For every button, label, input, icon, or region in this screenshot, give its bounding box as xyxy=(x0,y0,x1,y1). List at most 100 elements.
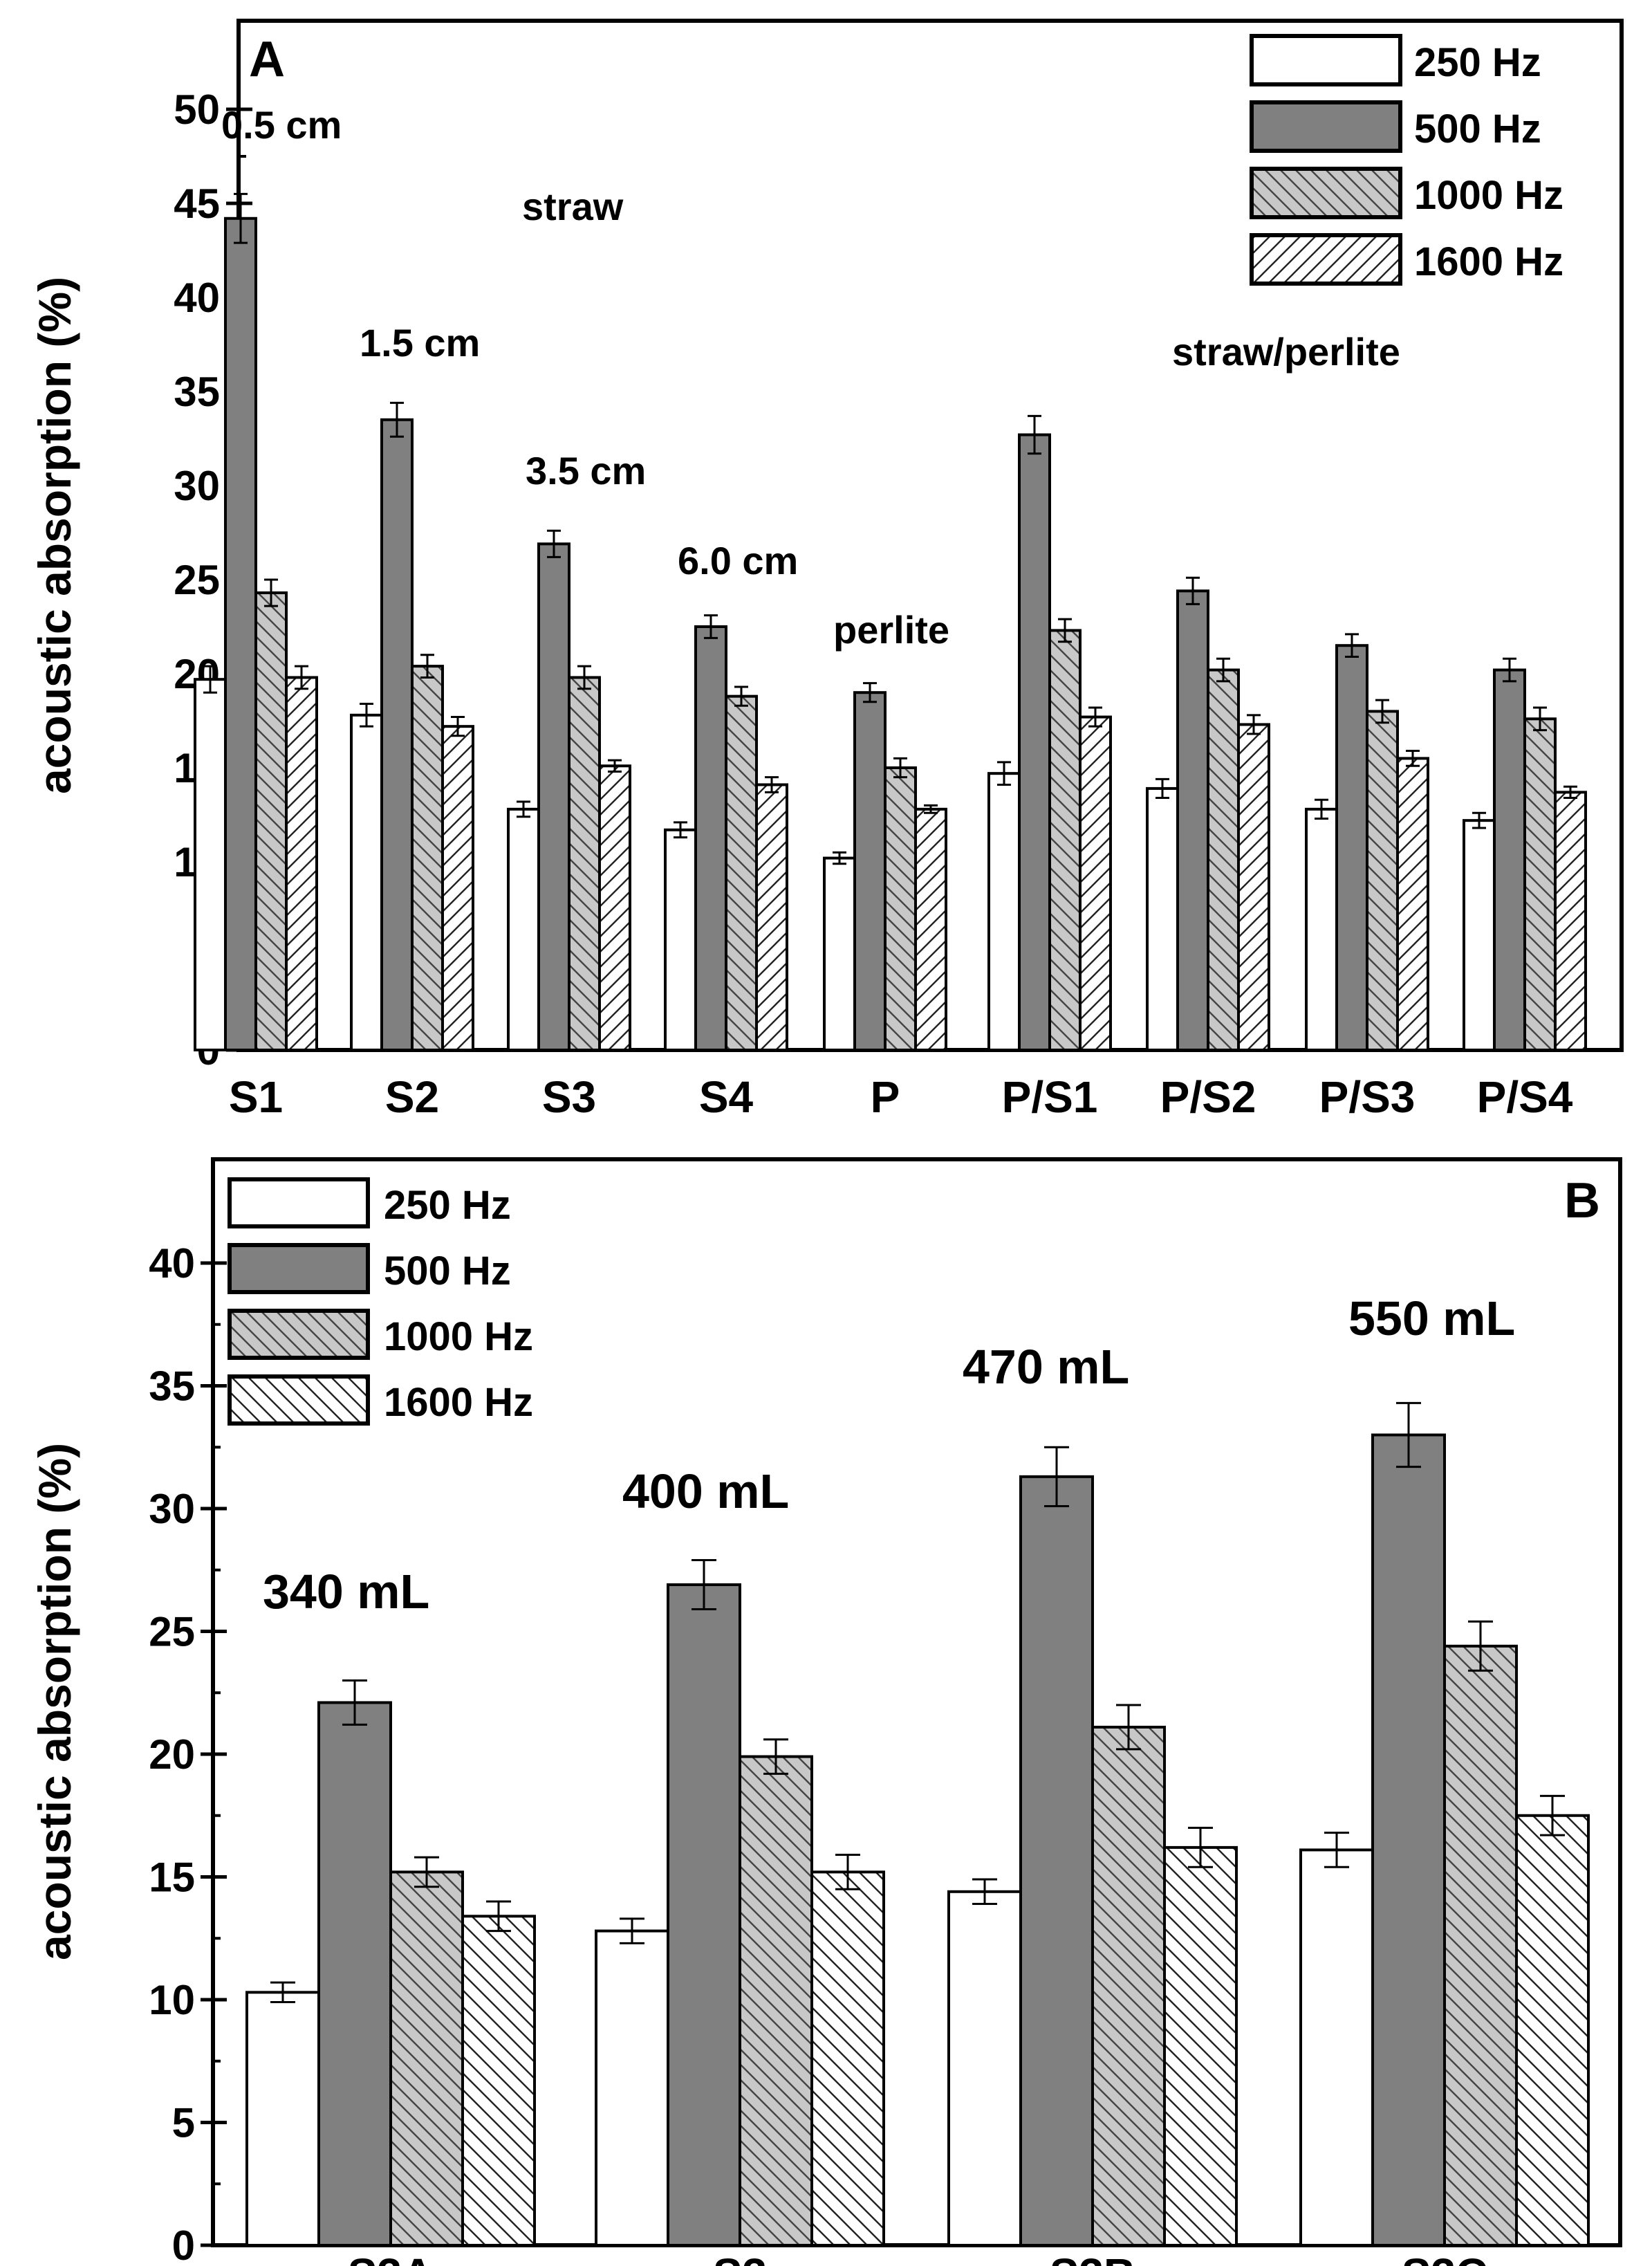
bar-s3b-1600-hz xyxy=(1163,1845,1238,2247)
legend-item-1000hz: 1000 Hz xyxy=(1250,167,1563,219)
bar-p-1000-hz xyxy=(884,766,917,1051)
bar-p-s1-1600-hz xyxy=(1079,715,1112,1052)
panel-a-category-label-s4: S4 xyxy=(699,1072,754,1122)
bar-p-s2-1600-hz xyxy=(1237,723,1270,1051)
panel-b-y-tick-label: 25 xyxy=(149,1609,195,1655)
bar-s3a-1600-hz xyxy=(461,1915,536,2247)
panel-a-category-label-s2: S2 xyxy=(385,1072,439,1122)
bar-p-s3-1600-hz xyxy=(1396,757,1429,1052)
panel-b-y-tick-label: 15 xyxy=(149,1854,195,1901)
legend-b-swatch-500hz xyxy=(228,1243,370,1294)
panel-b-category-label-s3b: S3B xyxy=(1050,2249,1136,2266)
bar-p-s2-500-hz xyxy=(1176,589,1209,1051)
annotation-straw: straw xyxy=(522,185,624,228)
annotation-0-5-cm: 0.5 cm xyxy=(221,103,342,147)
panel-b-letter: B xyxy=(1564,1173,1600,1228)
panel-b-y-ticks: 0 5 10 15 20 25 30 35 40 xyxy=(149,1240,1447,2266)
bar-p-s4-250-hz xyxy=(1463,819,1496,1052)
bar-s4-500-hz xyxy=(694,625,727,1051)
bar-s3-500-hz xyxy=(667,1583,741,2247)
bar-s2-1000-hz xyxy=(411,665,444,1051)
legend-label-500hz: 500 Hz xyxy=(1414,107,1541,151)
bar-s3-500-hz xyxy=(537,542,570,1051)
annotation-340-ml: 340 mL xyxy=(263,1565,429,1619)
panel-b-bars xyxy=(245,1401,1590,2247)
panel-a-y-tick-label: 25 xyxy=(174,557,220,603)
bar-s3c-1000-hz xyxy=(1443,1644,1518,2247)
bar-p-s1-1000-hz xyxy=(1048,629,1082,1051)
bar-p-s3-500-hz xyxy=(1335,644,1368,1051)
panel-a-y-tick-label: 30 xyxy=(174,463,220,509)
bar-s1-250-hz xyxy=(194,678,227,1051)
annotation-perlite: perlite xyxy=(833,608,949,652)
bar-p-250-hz xyxy=(823,856,856,1052)
panel-b-y-tick-label: 30 xyxy=(149,1486,195,1532)
bar-s3a-250-hz xyxy=(245,1991,320,2247)
bar-p-s1-250-hz xyxy=(987,772,1021,1052)
legend-item-1600hz: 1600 Hz xyxy=(1250,233,1563,286)
panel-a: 05101520253035404550 S1S2S3S4PP/S1P/S2P/… xyxy=(29,19,1624,1122)
bar-s3-1000-hz xyxy=(568,676,601,1051)
bar-s3-250-hz xyxy=(595,1929,669,2247)
panel-b-legend: 250 Hz 500 Hz 1000 Hz 1600 Hz xyxy=(228,1177,533,1426)
panel-a-category-label-p-s1: P/S1 xyxy=(1002,1072,1098,1122)
panel-b-plot-frame xyxy=(211,1157,1622,2247)
annotation-470-ml: 470 mL xyxy=(963,1340,1129,1394)
legend-b-label-1600hz: 1600 Hz xyxy=(384,1380,533,1425)
legend-b-item-1000hz: 1000 Hz xyxy=(228,1309,533,1360)
panel-a-letter: A xyxy=(249,32,285,87)
bar-p-s2-1000-hz xyxy=(1207,668,1240,1051)
legend-label-1600hz: 1600 Hz xyxy=(1414,239,1563,284)
panel-a-y-tick-label: 45 xyxy=(174,181,220,227)
panel-b-y-tick-label: 20 xyxy=(149,1731,195,1778)
panel-b-y-tick-label: 10 xyxy=(149,1977,195,2023)
bar-p-s1-500-hz xyxy=(1018,433,1051,1051)
panel-b-y-tick-label: 0 xyxy=(172,2222,195,2266)
bar-s1-500-hz xyxy=(224,217,257,1051)
panel-b: 0 5 10 15 20 25 30 35 40 S3A S3 S3B S3C acoustic ab… xyxy=(29,1157,1622,2266)
legend-b-swatch-250hz xyxy=(228,1177,370,1228)
legend-swatch-250hz xyxy=(1250,34,1402,86)
bar-p-s2-250-hz xyxy=(1146,786,1179,1052)
legend-swatch-1000hz xyxy=(1250,167,1402,219)
panel-b-category-label-s3a: S3A xyxy=(348,2249,434,2266)
bar-s3-250-hz xyxy=(507,807,540,1051)
panel-b-y-tick-label: 5 xyxy=(172,2100,195,2146)
bar-s4-1000-hz xyxy=(725,694,758,1051)
bar-s1-1000-hz xyxy=(254,591,288,1051)
legend-swatch-500hz xyxy=(1250,100,1402,153)
panel-a-y-tick-label: 40 xyxy=(174,275,220,321)
annotation-3-5-cm: 3.5 cm xyxy=(526,449,646,492)
legend-b-label-1000hz: 1000 Hz xyxy=(384,1314,533,1359)
annotation-1-5-cm: 1.5 cm xyxy=(360,321,480,365)
panel-b-y-tick-label: 40 xyxy=(149,1240,195,1287)
panel-b-y-axis-title: acoustic absorption (%) xyxy=(29,1443,80,1960)
bar-s4-250-hz xyxy=(664,828,697,1051)
annotation-straw-perlite: straw/perlite xyxy=(1172,330,1400,374)
bar-p-s4-1000-hz xyxy=(1523,717,1557,1052)
annotation-550-ml: 550 mL xyxy=(1348,1291,1515,1345)
bar-s3a-500-hz xyxy=(317,1701,392,2247)
panel-a-bars xyxy=(194,192,1587,1052)
bar-p-s3-1000-hz xyxy=(1366,710,1399,1052)
panel-a-legend: 250 Hz 500 Hz 1000 Hz 1600 Hz xyxy=(1250,34,1563,286)
bar-p-s3-250-hz xyxy=(1305,807,1338,1051)
panel-a-y-axis-title: acoustic absorption (%) xyxy=(29,277,80,794)
panel-a-category-label-s1: S1 xyxy=(229,1072,283,1122)
bar-s3c-500-hz xyxy=(1371,1433,1446,2247)
panel-a-category-label-p-s3: P/S3 xyxy=(1319,1072,1416,1122)
legend-b-label-250hz: 250 Hz xyxy=(384,1183,511,1228)
panel-a-category-label-p-s2: P/S2 xyxy=(1160,1072,1256,1122)
annotation-6-0-cm: 6.0 cm xyxy=(678,539,798,582)
bar-s3-1600-hz xyxy=(810,1870,885,2247)
panel-a-category-label-p-s4: P/S4 xyxy=(1477,1072,1573,1122)
panel-a-category-label-s3: S3 xyxy=(542,1072,596,1122)
legend-swatch-1600hz xyxy=(1250,233,1402,286)
bar-s3-1000-hz xyxy=(739,1755,813,2247)
panel-b-category-label-s3c: S3C xyxy=(1402,2249,1488,2266)
panel-b-category-labels: S3A S3 S3B S3C xyxy=(348,2249,1488,2266)
panel-a-y-tick-label: 35 xyxy=(174,369,220,415)
legend-b-swatch-1000hz xyxy=(228,1309,370,1360)
panel-b-category-label-s3: S3 xyxy=(713,2249,767,2266)
